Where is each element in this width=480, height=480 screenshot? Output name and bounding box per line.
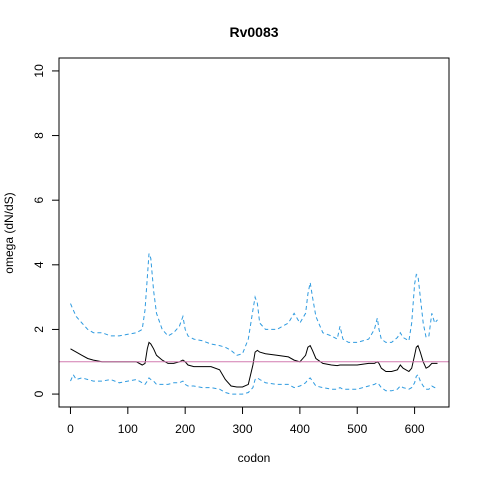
series-line-estimate (70, 341, 438, 388)
chart-title: Rv0083 (229, 24, 278, 40)
y-tick-label: 8 (32, 132, 46, 139)
x-axis-label: codon (238, 451, 271, 465)
x-tick-label: 300 (233, 422, 253, 436)
y-tick-label: 2 (32, 326, 46, 333)
x-tick-label: 500 (347, 422, 367, 436)
x-tick-label: 200 (175, 422, 195, 436)
x-tick-label: 100 (118, 422, 138, 436)
y-tick-label: 10 (32, 64, 46, 78)
series-layer (70, 253, 438, 395)
x-tick-label: 600 (405, 422, 425, 436)
series-line-upper (70, 253, 438, 356)
y-tick-label: 6 (32, 197, 46, 204)
y-axis-label: omega (dN/dS) (2, 192, 16, 273)
y-tick-label: 4 (32, 261, 46, 268)
y-axis: 0 2 4 6 8 10 (32, 64, 59, 397)
y-tick-label: 0 (32, 390, 46, 397)
plot-frame (58, 57, 450, 408)
x-axis: 0 100 200 300 400 500 600 (67, 407, 425, 436)
x-tick-label: 400 (290, 422, 310, 436)
x-tick-label: 0 (67, 422, 74, 436)
series-line-lower (70, 373, 438, 395)
